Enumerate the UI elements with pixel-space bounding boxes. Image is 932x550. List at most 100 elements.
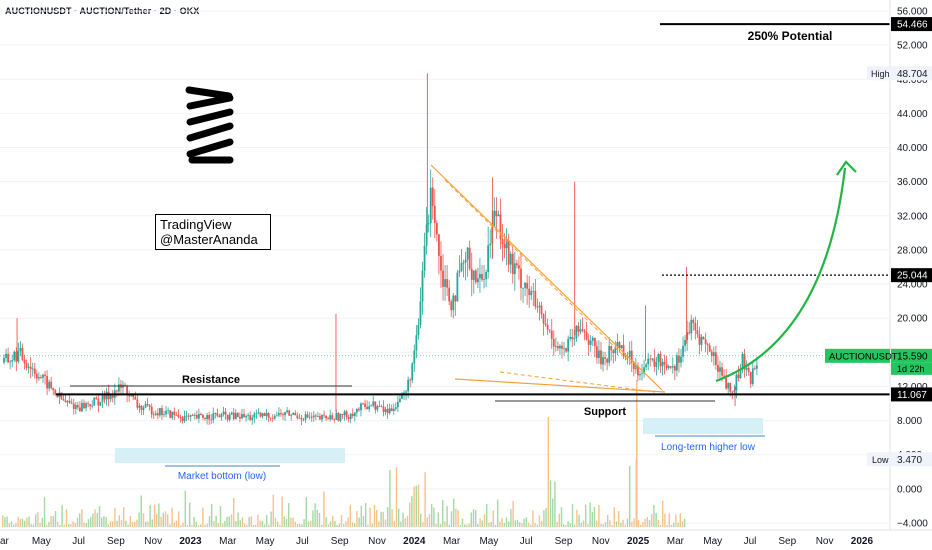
candle-body [544, 323, 547, 325]
volume-bar [488, 522, 490, 527]
volume-bar [380, 511, 382, 527]
candle-body [622, 345, 625, 357]
candle-body [261, 413, 264, 417]
candle-body [161, 408, 163, 416]
volume-bar [629, 465, 631, 527]
volume-bar [259, 520, 261, 527]
volume-bar [345, 521, 347, 527]
candle-body [325, 415, 327, 419]
x-tick-label: May [479, 536, 498, 547]
candle-body [602, 357, 604, 365]
candle-body [680, 356, 682, 363]
candle-body [87, 403, 90, 405]
candle-body [499, 214, 502, 240]
volume-bar [420, 513, 422, 527]
trend-line-upper[interactable] [430, 164, 663, 391]
candle-body [604, 357, 606, 359]
candle-body [337, 412, 340, 421]
candle-body [639, 374, 641, 376]
volume-bar [580, 522, 582, 527]
candle-body [298, 417, 301, 419]
market-bottom-label: Market bottom (low) [178, 471, 266, 482]
trend-line-lower[interactable] [454, 378, 666, 393]
candle-body [89, 404, 92, 407]
candle-body [228, 414, 231, 420]
target-badge[interactable] [891, 17, 932, 32]
volume-bar [156, 513, 158, 527]
x-axis[interactable]: ar May Jul Sep Nov 2023 Mar May Jul Sep Nov 2024 Mar… [0, 529, 932, 547]
candle-body [243, 414, 245, 418]
volume-bar [184, 490, 186, 527]
volume-bar [153, 504, 156, 527]
candle-body [310, 416, 313, 418]
candle-body [308, 416, 311, 418]
candle-body [628, 350, 631, 358]
volume-bar [483, 514, 486, 527]
volume-bar [527, 522, 530, 527]
volume-bar [105, 517, 107, 527]
candle-body [27, 366, 30, 368]
candle-body [323, 414, 325, 416]
candle-body [35, 373, 38, 379]
volume-bar [26, 517, 28, 527]
candle-body [657, 354, 660, 362]
volume-bar [21, 518, 24, 527]
volume-bar [120, 519, 123, 527]
candle-body [690, 319, 693, 334]
candle-body [559, 345, 561, 349]
support-resistance-badge[interactable] [891, 387, 932, 402]
candle-body [25, 363, 28, 368]
volume-bar [195, 522, 197, 527]
volume-bar [459, 524, 461, 527]
candle-body [577, 325, 580, 332]
trend-line-upper-dashed[interactable] [444, 179, 641, 373]
y-tick-label: 56.000 [897, 7, 928, 18]
candle-body [314, 415, 317, 417]
volume-bar [679, 513, 681, 527]
candle-body [565, 348, 568, 352]
candle-body [540, 305, 543, 315]
higher-low-zone [643, 418, 763, 434]
volume-bar [57, 521, 59, 527]
volume-bar [219, 506, 222, 527]
volume-bar [404, 518, 406, 527]
candle-body [731, 391, 734, 393]
current-price-badge[interactable] [891, 348, 932, 363]
volume-bar [486, 504, 488, 527]
candle-body [534, 290, 537, 307]
candle-body [698, 334, 701, 345]
volume-bar [424, 472, 426, 527]
volume-bar [514, 520, 516, 527]
volume-bars [2, 380, 686, 527]
candle-body [497, 214, 500, 217]
candle-body [138, 405, 141, 408]
volume-bar [239, 520, 241, 527]
candle-body [40, 377, 42, 378]
volume-bar [307, 521, 310, 527]
y-axis[interactable]: 56.000 52.000 48.000 44.000 40.000 36.000 32.0… [825, 0, 932, 530]
candle-body [696, 330, 699, 335]
candle-body [403, 392, 405, 394]
volume-bar [35, 514, 37, 527]
candle-body [481, 273, 483, 280]
candle-body [593, 337, 596, 347]
volume-bar [123, 507, 125, 527]
low-badge[interactable] [891, 452, 932, 467]
trend-line-lower-dashed[interactable] [499, 371, 656, 393]
volume-bar [129, 516, 131, 527]
volume-bar [270, 511, 272, 527]
mid-target-badge[interactable] [891, 268, 932, 283]
candle-body [50, 381, 53, 389]
volume-bar [50, 516, 52, 527]
projection-arrow[interactable] [715, 167, 847, 383]
candle-body [723, 375, 725, 377]
candle-body [152, 414, 155, 416]
volume-bar [593, 506, 596, 527]
volume-bar [585, 504, 587, 527]
x-tick-label: Mar [443, 536, 461, 547]
symbol-badge[interactable] [825, 348, 890, 363]
candle-body [331, 415, 334, 420]
volume-bar [325, 517, 327, 527]
high-badge[interactable] [891, 66, 932, 81]
